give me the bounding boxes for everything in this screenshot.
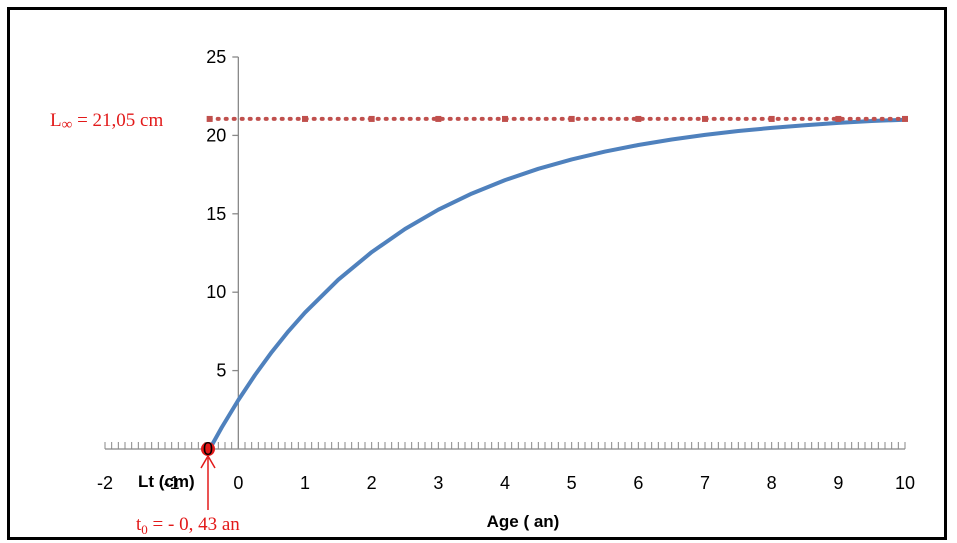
y-tick-label: 10 <box>206 282 226 302</box>
x-tick-label: 1 <box>300 473 310 493</box>
x-axis-title: Age ( an) <box>487 512 560 531</box>
y-tick-label: 5 <box>216 361 226 381</box>
asymptote-point <box>835 115 842 122</box>
x-tick-label: 5 <box>567 473 577 493</box>
x-tick-label: 7 <box>700 473 710 493</box>
linf-annotation: L∞ = 21,05 cm <box>50 110 163 133</box>
x-tick-label: 6 <box>633 473 643 493</box>
x-tick-label: -1 <box>164 473 180 493</box>
linf-value: = 21,05 cm <box>72 110 163 131</box>
linf-prefix: L <box>50 110 62 131</box>
x-tick-label: 9 <box>833 473 843 493</box>
origin-marker-label: 0 <box>203 439 213 459</box>
asymptote-point <box>502 115 508 122</box>
y-tick-label: 15 <box>206 204 226 224</box>
x-tick-label: 4 <box>500 473 510 493</box>
asymptote-point <box>435 115 442 122</box>
asymptote-point <box>902 115 908 122</box>
linf-infinity-symbol: ∞ <box>62 117 73 133</box>
t0-subscript: 0 <box>141 522 148 537</box>
x-tick-label: 2 <box>367 473 377 493</box>
t0-annotation: t0 = - 0, 43 an <box>136 514 240 537</box>
axes <box>105 56 905 450</box>
asymptote-point <box>702 115 708 122</box>
y-axis-title: Lt (cm) <box>138 472 195 491</box>
growth-curve-line <box>207 117 907 451</box>
t0-value: = - 0, 43 an <box>148 514 240 535</box>
chart-frame <box>7 7 947 540</box>
series-layer <box>206 115 908 451</box>
tick-labels: 5 10 15 20 25 -2 -1 0 1 2 3 4 5 6 7 8 9 10 <box>97 47 915 493</box>
y-tick-label: 25 <box>206 47 226 67</box>
x-minor-ticks <box>104 442 906 449</box>
asymptote-point <box>206 115 213 122</box>
asymptote-point <box>568 115 575 122</box>
y-tick-label: 20 <box>206 125 226 145</box>
t0-prefix: t <box>136 514 142 535</box>
asymptote-point <box>302 115 308 122</box>
x-tick-label: 0 <box>233 473 243 493</box>
x-tick-label: 8 <box>767 473 777 493</box>
x-tick-label: 10 <box>895 473 915 493</box>
asymptote-point <box>368 115 375 122</box>
x-tick-label: -2 <box>97 473 113 493</box>
x-tick-label: 3 <box>433 473 443 493</box>
origin-marker <box>201 442 215 456</box>
asymptote-point <box>768 115 775 122</box>
asymptote-point <box>635 115 642 122</box>
